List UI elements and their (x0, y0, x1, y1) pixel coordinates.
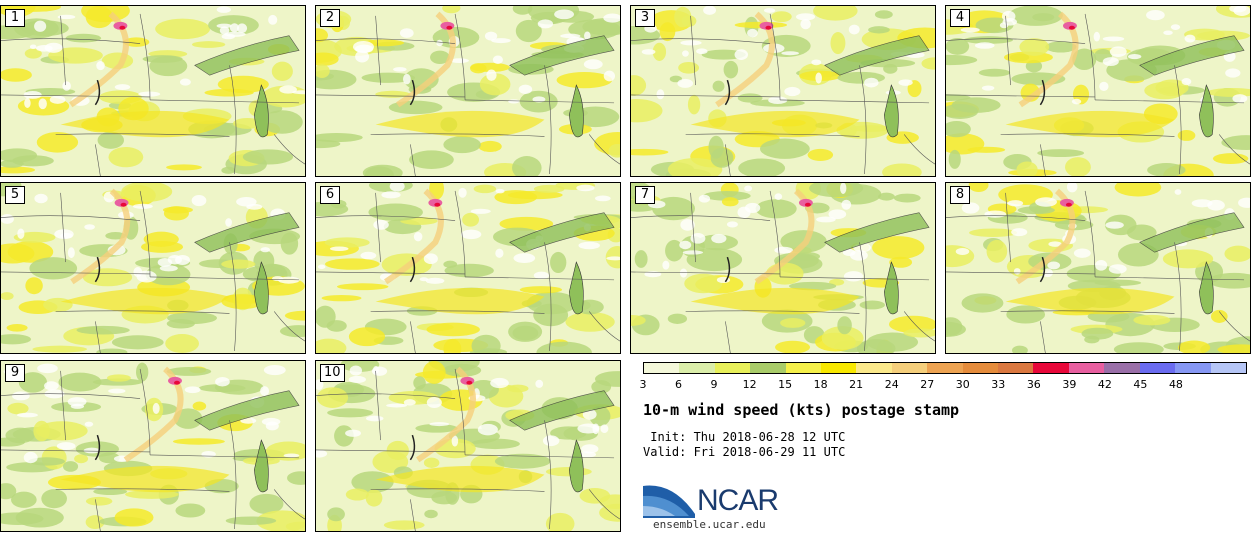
member-panel: 9 (0, 360, 306, 532)
member-number: 5 (5, 186, 25, 204)
colorbar-swatch (891, 363, 928, 373)
colorbar-tick: 21 (849, 378, 864, 391)
plot-title: 10-m wind speed (kts) postage stamp (643, 401, 960, 419)
colorbar-tick: 9 (710, 378, 718, 391)
colorbar-tick: 27 (920, 378, 935, 391)
colorbar-swatch (998, 363, 1034, 373)
colorbar-tick: 45 (1133, 378, 1148, 391)
colorbar-tick: 12 (742, 378, 757, 391)
valid-time: Valid: Fri 2018-06-29 11 UTC (643, 445, 846, 459)
member-panel: 10 (315, 360, 621, 532)
colorbar-swatch (644, 363, 680, 373)
wind-speed-colorbar (643, 362, 1247, 374)
colorbar-swatch (962, 363, 999, 373)
colorbar-swatch (1068, 363, 1105, 373)
colorbar-tick: 30 (955, 378, 970, 391)
member-panel: 7 (630, 182, 936, 354)
colorbar-swatch (1175, 363, 1211, 373)
colorbar-swatch (856, 363, 892, 373)
colorbar-tick: 48 (1168, 378, 1183, 391)
member-number: 8 (950, 186, 970, 204)
member-number: 9 (5, 364, 25, 382)
colorbar-tick: 3 (639, 378, 647, 391)
colorbar-tick: 33 (991, 378, 1006, 391)
member-panel: 8 (945, 182, 1251, 354)
colorbar-tick: 15 (778, 378, 793, 391)
colorbar-swatch (927, 363, 963, 373)
colorbar-swatch (679, 363, 715, 373)
colorbar-tick: 6 (675, 378, 683, 391)
colorbar-swatch (821, 363, 857, 373)
colorbar-swatch (1210, 363, 1246, 373)
member-number: 7 (635, 186, 655, 204)
colorbar-tick: 36 (1026, 378, 1041, 391)
colorbar-tick: 39 (1062, 378, 1077, 391)
member-number: 1 (5, 9, 25, 27)
member-panel: 5 (0, 182, 306, 354)
colorbar-swatch (750, 363, 786, 373)
ncar-logo-text: NCAR (697, 484, 779, 517)
colorbar-swatch (785, 363, 822, 373)
member-number: 10 (320, 364, 345, 382)
colorbar-tick-labels: 3 6 9 12 15 18 21 24 27 30 33 36 39 42 45 48 (639, 378, 1247, 392)
logo-url: ensemble.ucar.edu (653, 518, 766, 531)
member-number: 2 (320, 9, 340, 27)
colorbar-swatch (1033, 363, 1069, 373)
colorbar-swatch (1139, 363, 1176, 373)
member-number: 4 (950, 9, 970, 27)
member-panel: 2 (315, 5, 621, 177)
ncar-logo-icon (643, 485, 695, 518)
colorbar-tick: 42 (1097, 378, 1112, 391)
member-number: 6 (320, 186, 340, 204)
member-number: 3 (635, 9, 655, 27)
member-panel: 3 (630, 5, 936, 177)
colorbar-tick: 18 (813, 378, 828, 391)
colorbar-swatch (714, 363, 751, 373)
colorbar-swatch (1104, 363, 1140, 373)
member-panel: 1 (0, 5, 306, 177)
member-panel: 4 (945, 5, 1251, 177)
init-time: Init: Thu 2018-06-28 12 UTC (643, 430, 846, 444)
member-panel: 6 (315, 182, 621, 354)
colorbar-tick: 24 (884, 378, 899, 391)
